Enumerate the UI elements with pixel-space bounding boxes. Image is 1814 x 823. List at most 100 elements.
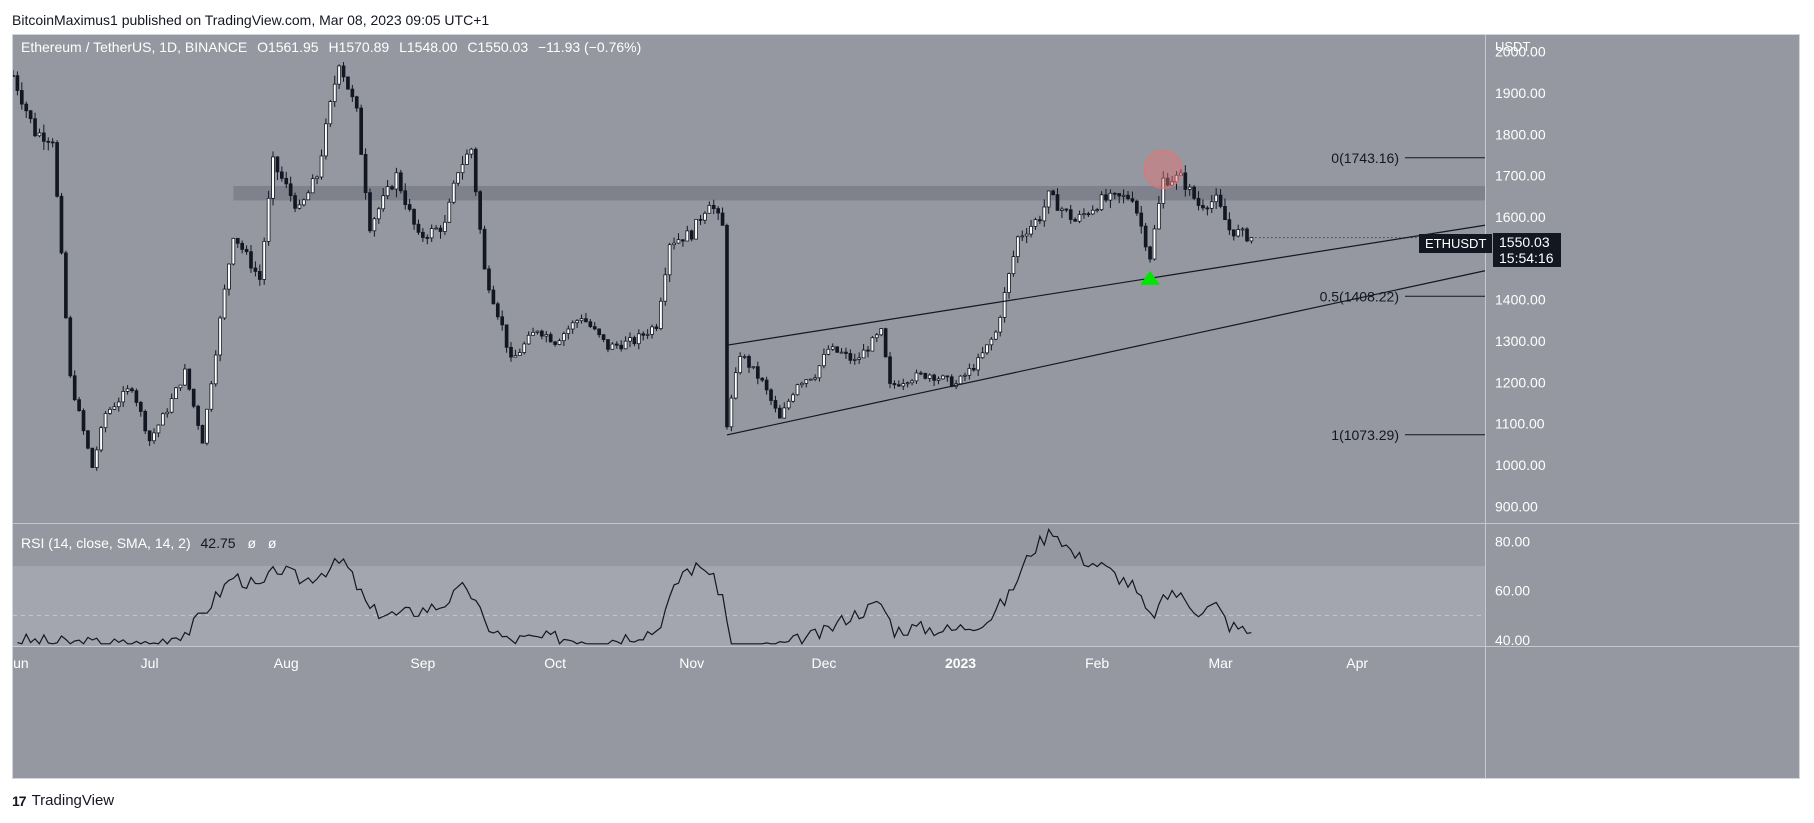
candle-body: [592, 326, 597, 330]
candle-body: [817, 365, 822, 379]
candle: [553, 340, 557, 347]
candle-body: [804, 379, 809, 384]
candle-body: [1068, 209, 1073, 220]
candle-body: [888, 356, 892, 384]
candle: [720, 207, 725, 226]
candle-body: [976, 357, 981, 371]
candle-body: [341, 65, 346, 78]
candle-body: [526, 334, 531, 345]
candle-body: [200, 425, 205, 444]
candle: [64, 250, 68, 319]
candle: [672, 237, 676, 250]
candle-body: [1086, 213, 1091, 216]
candle-body: [619, 344, 624, 350]
candle-body: [147, 430, 152, 442]
candle-body: [927, 374, 932, 379]
candle-body: [1209, 201, 1214, 209]
candle-body: [1236, 229, 1241, 237]
time-tick-label: Mar: [1209, 655, 1233, 671]
candle: [1139, 205, 1144, 234]
candle-body: [134, 390, 139, 403]
candle-body: [989, 338, 994, 346]
candle-body: [209, 383, 214, 410]
candle-body: [971, 368, 976, 371]
candle-body: [500, 316, 505, 326]
candle-body: [332, 83, 337, 102]
candle: [134, 388, 139, 407]
candle-body: [778, 407, 782, 419]
candle-body: [231, 237, 236, 265]
candle: [1240, 227, 1245, 237]
candle-body: [235, 237, 240, 244]
candle-body: [1121, 194, 1126, 197]
candle: [13, 70, 15, 77]
candle: [1108, 189, 1113, 209]
candle-body: [632, 337, 637, 345]
candle-body: [257, 271, 262, 280]
candle-body: [835, 346, 839, 353]
candle-body: [1223, 205, 1227, 221]
candle: [773, 395, 778, 413]
candle: [993, 330, 998, 341]
candle: [689, 229, 694, 242]
price-tick-label: 1700.00: [1495, 168, 1546, 184]
candle-body: [1038, 219, 1042, 222]
fib-level-label: 1(1073.29): [1331, 427, 1399, 443]
candle: [1183, 165, 1188, 197]
candle-body: [161, 413, 165, 426]
candle-body: [253, 267, 258, 272]
main-pane-bg: [13, 35, 1485, 523]
price-tick-label: 1300.00: [1495, 333, 1546, 349]
candle: [271, 151, 275, 206]
ohlc-legend: Ethereum / TetherUS, 1D, BINANCE O1561.9…: [21, 39, 641, 55]
candle-body: [1002, 292, 1007, 318]
candle: [932, 373, 936, 387]
rsi-extra-2: ø: [267, 535, 277, 551]
candle: [368, 188, 372, 233]
candle: [716, 206, 720, 221]
price-tick-label: 1600.00: [1495, 209, 1546, 225]
chart-canvas[interactable]: 0(1743.16) 0.5(1408.22) 1(1073.29) USDT2000…: [13, 35, 1799, 778]
footer-brand[interactable]: 17 TradingView: [12, 792, 114, 809]
candle-body: [1112, 192, 1117, 195]
legend-open: 1561.95: [267, 39, 319, 55]
candle-body: [601, 334, 606, 340]
candle: [165, 408, 170, 418]
chart-frame: 0(1743.16) 0.5(1408.22) 1(1073.29) USDT 2000…: [12, 34, 1800, 779]
candle-body: [919, 372, 923, 375]
candle-body: [328, 101, 333, 125]
channel-resistance-line: [726, 224, 1486, 346]
candle: [1130, 191, 1135, 204]
candle-body: [747, 356, 751, 368]
candle: [390, 184, 394, 191]
candle: [90, 447, 95, 468]
candle-body: [905, 382, 910, 385]
candle-body: [716, 208, 720, 214]
candle: [628, 332, 632, 348]
price-tick-label: 1000.00: [1495, 457, 1546, 473]
candle: [275, 156, 280, 181]
candle: [562, 331, 566, 347]
candle: [421, 228, 425, 242]
rsi-tick-label: 40.00: [1495, 632, 1530, 648]
price-tick-label: 2000.00: [1495, 44, 1546, 60]
candle: [614, 341, 619, 349]
candle-body: [548, 334, 553, 343]
candle-body: [72, 375, 77, 401]
candle-body: [711, 204, 716, 210]
rsi-value: 42.75: [200, 535, 236, 551]
candle-body: [143, 411, 148, 432]
price-tick-label: 1800.00: [1495, 126, 1546, 142]
candle: [839, 348, 844, 354]
candle-body: [451, 182, 456, 203]
candle: [989, 337, 994, 351]
candle: [1196, 191, 1201, 211]
candle-body: [852, 358, 857, 361]
candle: [1002, 287, 1007, 323]
candle: [125, 385, 130, 395]
candle-body: [980, 352, 985, 359]
candle: [302, 198, 306, 207]
candle-body: [1196, 197, 1201, 206]
candle-body: [244, 248, 249, 253]
time-tick-label: 2023: [945, 655, 976, 671]
